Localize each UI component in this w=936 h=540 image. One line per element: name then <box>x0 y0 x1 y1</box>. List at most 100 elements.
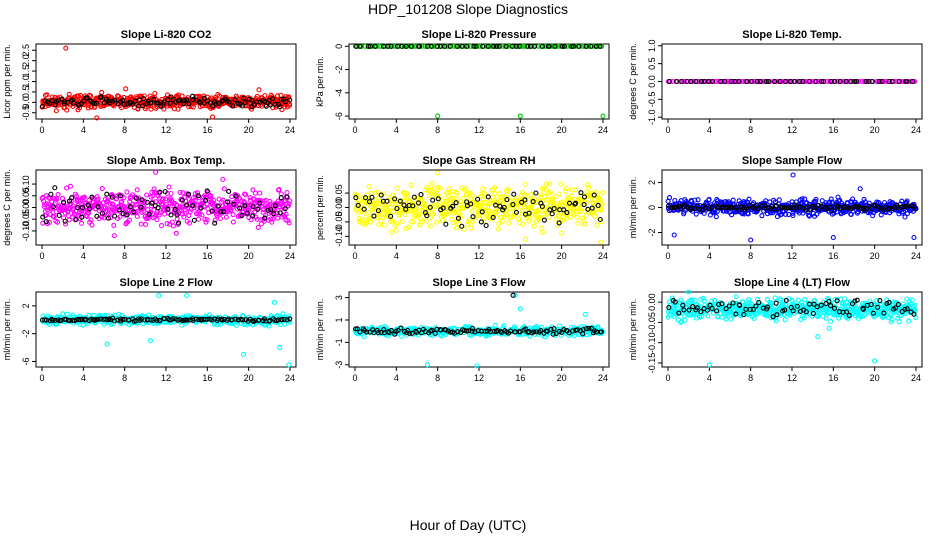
data-point-black <box>904 306 910 312</box>
data-point-black <box>165 97 171 103</box>
x-tick-label: 16 <box>202 125 212 135</box>
data-point-magenta <box>204 217 210 223</box>
data-point-cyan <box>862 312 868 318</box>
data-point-black <box>807 207 813 213</box>
data-point-black <box>198 205 204 211</box>
data-point-black <box>416 43 423 49</box>
data-point-cyan <box>825 296 832 302</box>
data-point-black <box>193 316 199 322</box>
data-point-cyan <box>872 358 878 364</box>
data-point-yellow <box>567 214 573 220</box>
data-point-red <box>70 103 76 110</box>
x-tick-label: 12 <box>787 373 797 383</box>
data-point-black <box>816 206 822 212</box>
data-point-black <box>698 309 704 315</box>
data-point-black <box>39 103 46 109</box>
data-point-cyan <box>850 308 856 314</box>
y-tick-label: -0.15 <box>647 353 657 374</box>
data-point-yellow <box>456 221 462 227</box>
data-point-black <box>235 101 241 107</box>
data-point-cyan <box>517 306 523 312</box>
data-point-black <box>74 205 81 211</box>
data-point-yellow <box>506 220 512 226</box>
data-point-black <box>860 306 866 312</box>
data-point-black <box>777 78 783 85</box>
x-tick-label: 20 <box>557 125 567 135</box>
data-point-magenta <box>89 222 95 228</box>
data-point-black <box>155 205 161 211</box>
data-point-black <box>837 78 843 85</box>
x-tick-label: 12 <box>787 251 797 261</box>
data-point-red <box>148 106 154 112</box>
x-tick-label: 12 <box>161 373 171 383</box>
data-point-black <box>369 194 375 200</box>
data-point-black <box>226 188 232 194</box>
x-tick-label: 8 <box>748 251 753 261</box>
data-point-yellow <box>558 181 564 187</box>
data-point-magenta <box>111 222 117 228</box>
data-point-black <box>595 202 601 209</box>
data-point-cyan <box>60 311 66 317</box>
data-point-black <box>525 43 531 49</box>
data-point-black <box>233 193 239 199</box>
data-point-cyan <box>686 289 692 295</box>
data-point-magenta <box>230 212 236 218</box>
data-point-yellow <box>483 199 489 205</box>
data-point-cyan <box>816 310 822 316</box>
data-point-black <box>674 204 680 210</box>
data-point-black <box>854 297 860 303</box>
data-point-cyan <box>815 334 821 340</box>
data-point-black <box>806 78 812 85</box>
data-point-black <box>450 203 456 209</box>
data-point-magenta <box>75 202 81 209</box>
data-point-red <box>141 93 147 99</box>
data-point-black <box>589 205 595 211</box>
data-point-yellow <box>582 221 588 227</box>
data-point-black <box>50 204 56 210</box>
data-point-black <box>168 212 174 218</box>
data-point-magenta <box>54 219 61 225</box>
data-point-black <box>141 96 147 102</box>
data-point-black <box>496 43 502 49</box>
data-point-yellow <box>376 222 382 228</box>
data-point-black <box>435 196 441 202</box>
data-point-black <box>190 93 196 99</box>
data-point-black <box>797 78 803 85</box>
data-point-black <box>272 101 278 107</box>
data-point-black <box>533 190 539 196</box>
data-point-magenta <box>243 192 249 198</box>
data-point-red <box>209 114 216 120</box>
data-point-black <box>411 194 417 200</box>
data-point-black <box>239 212 245 218</box>
data-point-black <box>564 209 570 216</box>
data-point-black <box>580 327 586 333</box>
data-point-magenta <box>202 216 208 222</box>
x-tick-label: 24 <box>598 373 608 383</box>
y-tick-label: -6 <box>21 357 31 365</box>
data-point-black <box>218 209 224 215</box>
data-point-black <box>790 308 796 314</box>
data-point-black <box>559 43 565 49</box>
data-point-cyan <box>909 297 915 303</box>
data-point-yellow <box>373 202 379 208</box>
data-point-magenta <box>826 78 832 85</box>
data-point-black <box>566 200 573 206</box>
data-point-yellow <box>454 190 460 196</box>
data-point-black <box>699 207 705 213</box>
data-point-yellow <box>355 198 361 204</box>
data-point-black <box>846 312 852 318</box>
data-point-magenta <box>195 190 201 196</box>
data-point-black <box>287 316 293 322</box>
data-point-black <box>43 219 49 225</box>
data-point-black <box>250 318 256 324</box>
data-point-cyan <box>678 297 684 303</box>
data-point-cyan <box>286 362 292 368</box>
data-point-black <box>247 316 253 322</box>
data-point-black <box>533 329 539 335</box>
data-point-magenta <box>70 203 76 209</box>
data-point-yellow <box>355 200 361 206</box>
data-point-black <box>272 203 278 209</box>
data-point-black <box>73 216 79 222</box>
x-tick-label: 20 <box>870 373 880 383</box>
figure-title: HDP_101208 Slope Diagnostics <box>367 1 568 17</box>
